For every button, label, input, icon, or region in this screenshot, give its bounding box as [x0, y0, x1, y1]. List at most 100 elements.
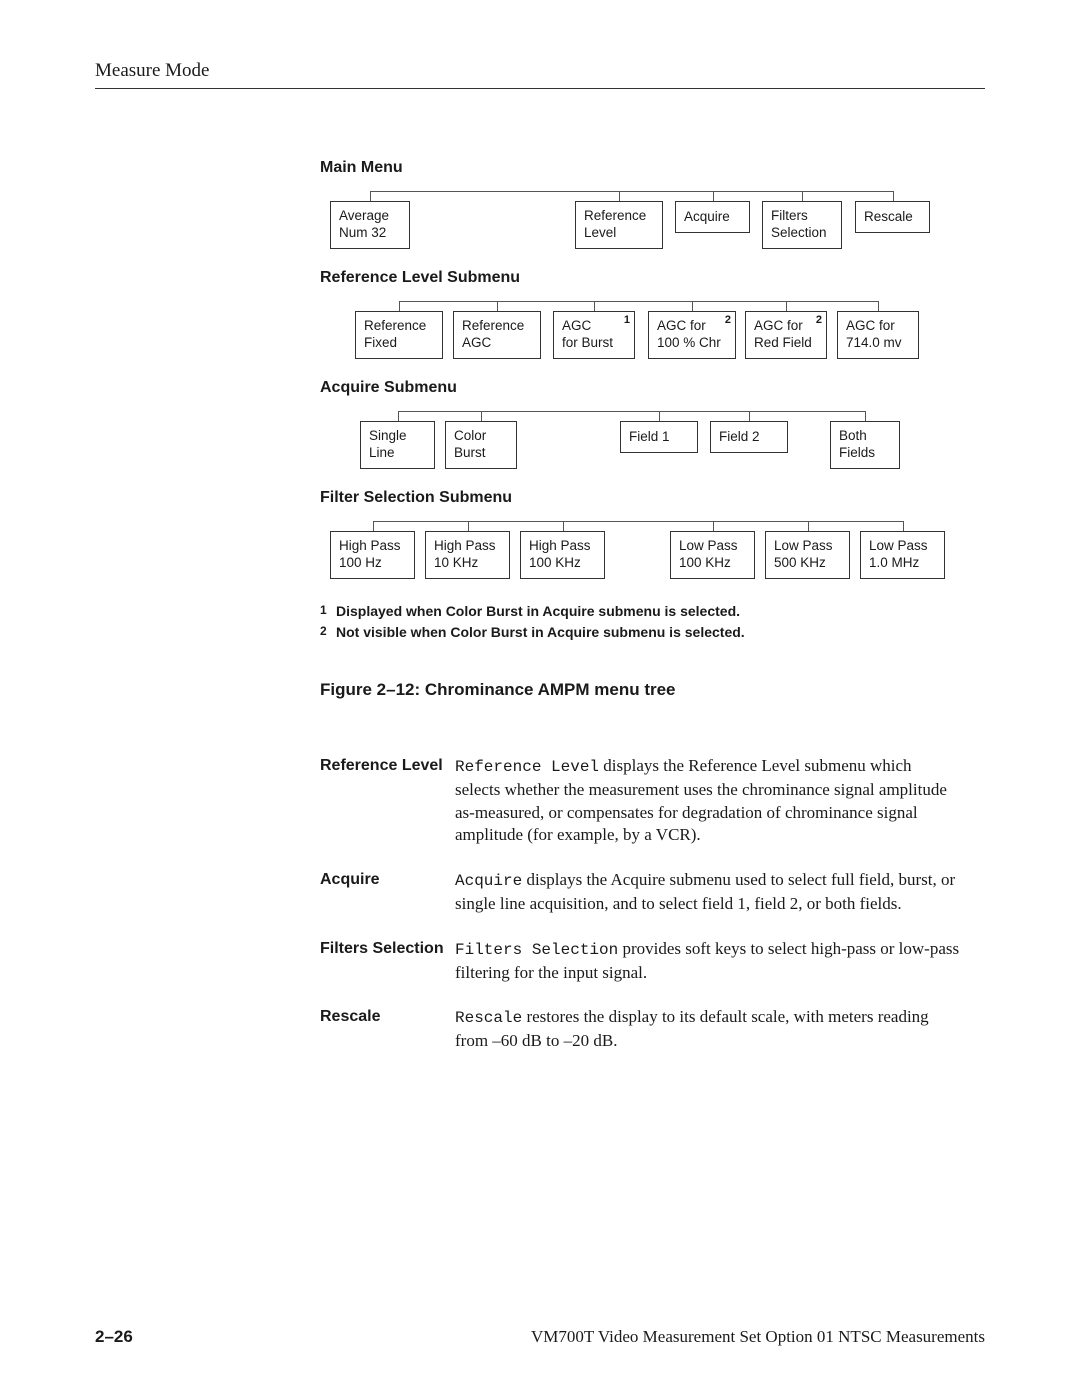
- menu-box: High Pass100 KHz: [520, 531, 605, 579]
- ref-submenu-title: Reference Level Submenu: [320, 269, 960, 287]
- menu-box-line2: AGC: [462, 335, 532, 352]
- footnotes: 1Displayed when Color Burst in Acquire s…: [320, 603, 960, 640]
- menu-box: Field 2: [710, 421, 788, 453]
- menu-box-line2: for Burst: [562, 335, 626, 352]
- page-number: 2–26: [95, 1327, 133, 1347]
- footnote-number: 2: [320, 624, 336, 638]
- page-footer: 2–26 VM700T Video Measurement Set Option…: [95, 1327, 985, 1347]
- menu-box-superscript: 2: [725, 314, 731, 328]
- menu-box-line1: AGC: [562, 318, 626, 335]
- footnote-number: 1: [320, 603, 336, 617]
- menu-box: Low Pass500 KHz: [765, 531, 850, 579]
- menu-box: ReferenceFixed: [355, 311, 443, 359]
- menu-box: Rescale: [855, 201, 930, 233]
- menu-box-line1: Low Pass: [774, 538, 841, 555]
- menu-box: High Pass10 KHz: [425, 531, 510, 579]
- page-header: Measure Mode: [95, 60, 985, 82]
- menu-box-line2: Level: [584, 225, 654, 242]
- main-menu-title: Main Menu: [320, 159, 960, 177]
- filt-submenu-title: Filter Selection Submenu: [320, 489, 960, 507]
- definition-term: Rescale: [320, 1006, 455, 1053]
- page: Measure Mode Main Menu AverageNum 32 Refe…: [0, 0, 1080, 1397]
- menu-box-line2: Fields: [839, 445, 891, 462]
- menu-box: AverageNum 32: [330, 201, 410, 249]
- menu-box-line1: High Pass: [529, 538, 596, 555]
- menu-box-line2: 714.0 mv: [846, 335, 910, 352]
- menu-box-line1: High Pass: [339, 538, 406, 555]
- menu-box-line1: AGC for: [754, 318, 818, 335]
- menu-box-line2: Line: [369, 445, 426, 462]
- menu-box-line1: Single: [369, 428, 426, 445]
- menu-box-line2: 500 KHz: [774, 555, 841, 572]
- definition-term: Acquire: [320, 869, 455, 916]
- menu-box: Low Pass1.0 MHz: [860, 531, 945, 579]
- menu-box: ReferenceAGC: [453, 311, 541, 359]
- content-area: Main Menu AverageNum 32ReferenceLevelAcq…: [320, 159, 960, 1053]
- menu-box-line2: 100 KHz: [679, 555, 746, 572]
- menu-box-line1: Reference: [462, 318, 532, 335]
- menu-box: SingleLine: [360, 421, 435, 469]
- menu-box: AGC for714.0 mv: [837, 311, 919, 359]
- footnote-text: Not visible when Color Burst in Acquire …: [336, 624, 745, 640]
- menu-box-superscript: 2: [816, 314, 822, 328]
- menu-box: FiltersSelection: [762, 201, 842, 249]
- menu-box-line2: 100 KHz: [529, 555, 596, 572]
- menu-box-line1: Both: [839, 428, 891, 445]
- definition-term: Reference Level: [320, 755, 455, 847]
- menu-box: BothFields: [830, 421, 900, 469]
- menu-box: AGCfor Burst 1: [553, 311, 635, 359]
- menu-box: ColorBurst: [445, 421, 517, 469]
- acq-submenu-row: SingleLineColorBurstField 1Field 2BothFi…: [320, 411, 960, 471]
- header-rule: [95, 88, 985, 89]
- acq-submenu-title: Acquire Submenu: [320, 379, 960, 397]
- footnote: 2Not visible when Color Burst in Acquire…: [320, 624, 960, 640]
- menu-box: AGC forRed Field 2: [745, 311, 827, 359]
- menu-box-line2: Burst: [454, 445, 508, 462]
- menu-box-line1: Rescale: [864, 209, 921, 226]
- menu-box-line1: Field 1: [629, 429, 689, 446]
- menu-box-line2: 10 KHz: [434, 555, 501, 572]
- definition-mono: Reference Level: [455, 758, 599, 776]
- menu-box-line1: Low Pass: [869, 538, 936, 555]
- definition-term: Filters Selection: [320, 938, 455, 985]
- definition-row: Reference LevelReference Level displays …: [320, 755, 960, 847]
- menu-box-line2: Num 32: [339, 225, 401, 242]
- menu-box: High Pass100 Hz: [330, 531, 415, 579]
- menu-box-line2: Red Field: [754, 335, 818, 352]
- definition-row: Filters SelectionFilters Selection provi…: [320, 938, 960, 985]
- menu-box: Low Pass100 KHz: [670, 531, 755, 579]
- menu-box-line1: Low Pass: [679, 538, 746, 555]
- footnote-text: Displayed when Color Burst in Acquire su…: [336, 603, 740, 619]
- definition-mono: Filters Selection: [455, 941, 618, 959]
- menu-box-line1: Field 2: [719, 429, 779, 446]
- menu-box-line1: High Pass: [434, 538, 501, 555]
- definition-rest: restores the display to its default scal…: [455, 1007, 929, 1050]
- definition-mono: Rescale: [455, 1009, 522, 1027]
- footnote: 1Displayed when Color Burst in Acquire s…: [320, 603, 960, 619]
- menu-box-line1: Acquire: [684, 209, 741, 226]
- definition-mono: Acquire: [455, 872, 522, 890]
- menu-box-line1: Reference: [584, 208, 654, 225]
- main-menu-row: AverageNum 32 ReferenceLevel Acquire Filter…: [320, 191, 960, 251]
- menu-box-line2: 1.0 MHz: [869, 555, 936, 572]
- menu-box-line2: 100 % Chr: [657, 335, 727, 352]
- menu-box-line2: 100 Hz: [339, 555, 406, 572]
- menu-box-line1: AGC for: [846, 318, 910, 335]
- definition-row: RescaleRescale restores the display to i…: [320, 1006, 960, 1053]
- definition-body: Filters Selection provides soft keys to …: [455, 938, 960, 985]
- definitions-list: Reference LevelReference Level displays …: [320, 755, 960, 1053]
- menu-box-line2: Fixed: [364, 335, 434, 352]
- menu-box-superscript: 1: [624, 314, 630, 328]
- definition-rest: displays the Acquire submenu used to sel…: [455, 870, 955, 913]
- footer-right: VM700T Video Measurement Set Option 01 N…: [531, 1327, 985, 1347]
- menu-box-line1: Reference: [364, 318, 434, 335]
- menu-box-line1: AGC for: [657, 318, 727, 335]
- definition-body: Reference Level displays the Reference L…: [455, 755, 960, 847]
- ref-submenu-row: ReferenceFixedReferenceAGCAGCfor Burst1A…: [320, 301, 960, 361]
- definition-body: Acquire displays the Acquire submenu use…: [455, 869, 960, 916]
- menu-box-line1: Color: [454, 428, 508, 445]
- filt-submenu-row: High Pass100 HzHigh Pass10 KHzHigh Pass1…: [320, 521, 960, 581]
- menu-box: Field 1: [620, 421, 698, 453]
- definition-row: AcquireAcquire displays the Acquire subm…: [320, 869, 960, 916]
- figure-caption: Figure 2–12: Chrominance AMPM menu tree: [320, 680, 960, 700]
